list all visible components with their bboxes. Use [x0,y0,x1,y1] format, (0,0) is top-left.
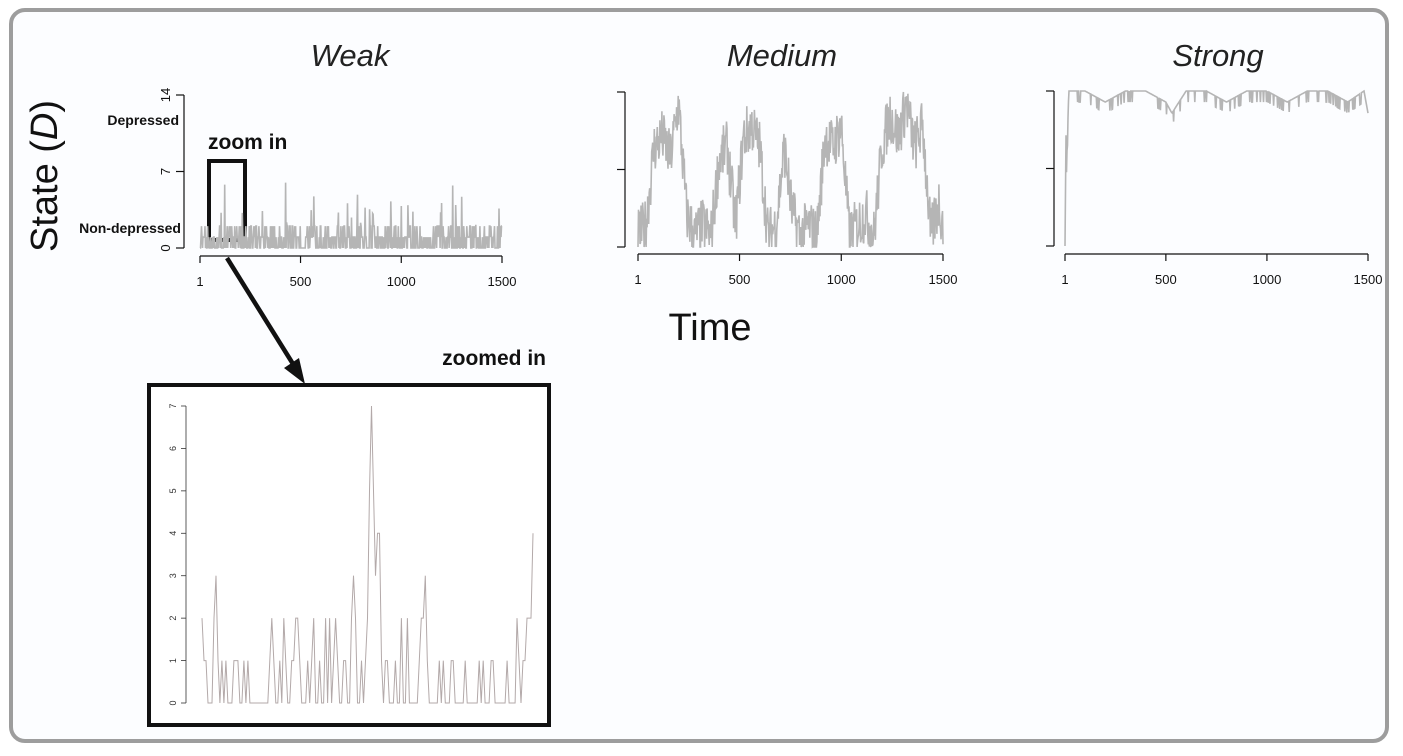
zoom-y-tick-label-5: 5 [168,488,178,493]
zoomed-in-label: zoomed in [442,347,546,370]
x-axis-label: Time [668,307,751,349]
zoom-panel-box [147,383,551,727]
zoom-y-tick-label-7: 7 [168,403,178,408]
y-axis-label: State (D) [24,100,66,252]
zoom-in-label: zoom in [208,131,287,154]
series-line-medium [637,91,944,249]
x-tick-label-2-1: 500 [1155,272,1177,287]
y-tick-label-0: 0 [158,244,173,251]
x-tick-label-1-3: 1500 [929,272,958,287]
x-tick-label-2-2: 1000 [1252,272,1281,287]
y-tick-label-2: 14 [158,88,173,102]
zoom-y-tick-label-3: 3 [168,573,178,578]
level-label-non-depressed: Non-depressed [79,220,181,236]
y-axis-label-close: ) [24,100,66,113]
x-tick-label-2-0: 1 [1061,272,1068,287]
zoom-y-tick-label-1: 1 [168,658,178,663]
series-line-weak [199,182,503,249]
level-label-depressed: Depressed [107,112,179,128]
panel-title-medium: Medium [727,38,837,73]
y-tick-label-1: 7 [158,168,173,175]
y-axis-label-var: D [24,113,66,140]
x-tick-label-0-1: 500 [290,274,312,289]
x-tick-label-0-0: 1 [196,274,203,289]
zoom-y-tick-label-6: 6 [168,446,178,451]
panel-title-strong: Strong [1172,38,1263,73]
zoom-y-tick-label-4: 4 [168,531,178,536]
x-tick-label-1-0: 1 [634,272,641,287]
series-line-strong [1064,89,1369,247]
zoom-arrow-head [284,358,305,384]
panel-title-weak: Weak [311,38,391,73]
x-tick-label-2-3: 1500 [1354,272,1383,287]
zoom-arrow-shaft [225,256,300,374]
x-tick-label-1-1: 500 [729,272,751,287]
x-tick-label-0-3: 1500 [488,274,517,289]
zoom-series-line [201,405,534,704]
x-tick-label-1-2: 1000 [827,272,856,287]
x-tick-label-0-2: 1000 [387,274,416,289]
y-axis-label-text: State ( [24,140,66,252]
zoom-y-tick-label-2: 2 [168,616,178,621]
zoom-y-tick-label-0: 0 [168,700,178,705]
